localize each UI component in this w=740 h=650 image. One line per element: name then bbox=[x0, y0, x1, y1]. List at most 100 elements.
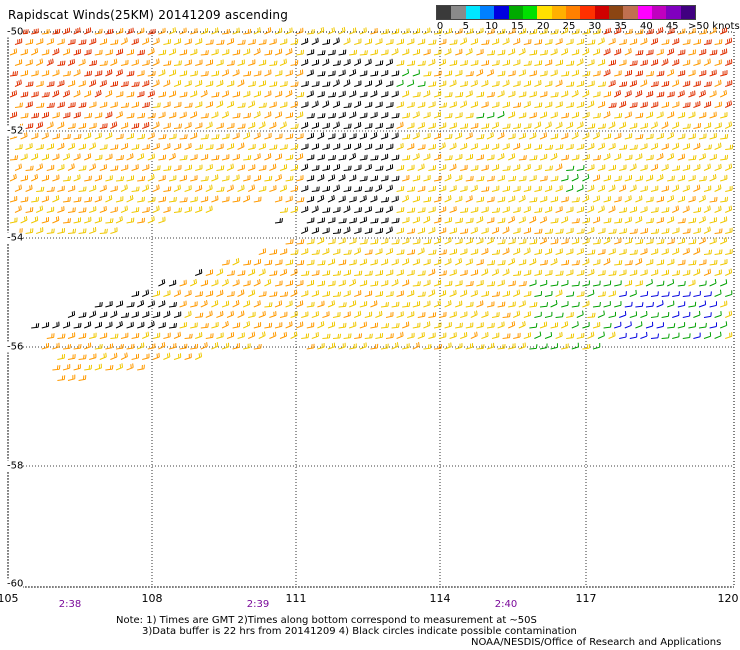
wind-barb bbox=[99, 123, 108, 129]
wind-barb bbox=[539, 175, 548, 182]
wind-barb bbox=[264, 90, 272, 98]
wind-barb bbox=[142, 37, 150, 45]
wind-barb bbox=[184, 185, 192, 192]
wind-barb bbox=[544, 331, 553, 339]
wind-barb bbox=[264, 322, 273, 329]
wind-barb bbox=[237, 332, 245, 339]
wind-barb bbox=[566, 38, 574, 45]
wind-barb bbox=[78, 333, 87, 339]
wind-barb bbox=[677, 28, 686, 35]
wind-barb bbox=[703, 144, 712, 150]
wind-barb bbox=[449, 206, 457, 213]
wind-barb bbox=[667, 323, 676, 329]
wind-barb bbox=[317, 321, 325, 329]
wind-barb bbox=[264, 132, 272, 140]
wind-barb bbox=[571, 342, 579, 350]
wind-barb bbox=[110, 333, 119, 339]
wind-barb bbox=[491, 249, 501, 255]
wind-barb bbox=[375, 122, 383, 129]
wind-barb bbox=[523, 227, 532, 234]
wind-barb bbox=[402, 48, 410, 56]
legend-swatch-3 bbox=[479, 6, 495, 19]
wind-barb bbox=[497, 344, 506, 350]
wind-barb bbox=[380, 70, 389, 77]
wind-barb bbox=[253, 175, 262, 182]
wind-barb bbox=[99, 228, 108, 234]
wind-barb bbox=[486, 196, 495, 203]
wind-barb bbox=[619, 228, 627, 234]
wind-barb bbox=[163, 143, 171, 150]
wind-barb bbox=[656, 91, 665, 98]
wind-barb bbox=[349, 217, 357, 224]
wind-barb bbox=[290, 331, 298, 339]
wind-barb bbox=[635, 50, 644, 56]
wind-barb bbox=[523, 100, 531, 108]
wind-barb bbox=[354, 100, 362, 108]
wind-barb bbox=[332, 311, 341, 318]
wind-barb bbox=[343, 59, 351, 66]
wind-barb bbox=[354, 333, 363, 339]
wind-barb bbox=[725, 163, 733, 171]
wind-barb bbox=[158, 216, 166, 224]
wind-barb bbox=[402, 237, 410, 245]
wind-barb bbox=[508, 280, 516, 287]
wind-barb bbox=[433, 153, 442, 161]
wind-barb bbox=[502, 59, 510, 66]
wind-barb bbox=[78, 228, 87, 234]
wind-barb bbox=[640, 143, 648, 150]
wind-barb bbox=[94, 174, 102, 182]
wind-barb bbox=[465, 343, 474, 350]
wind-barb bbox=[518, 132, 526, 140]
wind-barb bbox=[417, 101, 426, 108]
wind-barb bbox=[296, 133, 304, 140]
wind-barb bbox=[126, 217, 135, 224]
wind-barb bbox=[587, 268, 595, 276]
wind-barb bbox=[624, 174, 633, 182]
wind-barb bbox=[725, 332, 733, 339]
wind-barb bbox=[57, 80, 65, 87]
wind-barb bbox=[269, 144, 278, 150]
wind-barb bbox=[497, 111, 505, 119]
wind-barb bbox=[486, 175, 495, 182]
wind-barb bbox=[338, 132, 346, 140]
wind-barb bbox=[476, 280, 484, 287]
wind-barb bbox=[508, 343, 516, 350]
wind-barb bbox=[396, 143, 404, 150]
wind-barb bbox=[550, 280, 559, 287]
wind-barb bbox=[137, 91, 145, 98]
wind-barb bbox=[597, 59, 606, 66]
wind-barb bbox=[614, 260, 623, 266]
wind-barb bbox=[402, 28, 410, 35]
wind-barb bbox=[248, 289, 256, 297]
wind-barb bbox=[306, 343, 315, 350]
wind-barb bbox=[14, 102, 23, 108]
wind-barb bbox=[46, 228, 55, 234]
wind-barb bbox=[497, 90, 505, 98]
wind-barb bbox=[216, 39, 225, 45]
wind-barb bbox=[179, 134, 188, 140]
wind-barb bbox=[561, 154, 569, 161]
wind-barb bbox=[36, 186, 45, 192]
wind-barb bbox=[274, 217, 283, 224]
wind-barb bbox=[667, 48, 675, 56]
wind-barb bbox=[306, 301, 315, 308]
wind-barb bbox=[645, 259, 654, 266]
wind-barb bbox=[667, 238, 675, 245]
wind-barb bbox=[338, 237, 346, 245]
wind-barb bbox=[317, 174, 325, 182]
wind-barb bbox=[211, 70, 220, 77]
wind-barb bbox=[370, 111, 378, 119]
wind-barb bbox=[317, 71, 326, 77]
wind-barb bbox=[438, 80, 447, 87]
wind-barb bbox=[720, 279, 728, 287]
wind-barb bbox=[481, 79, 489, 87]
wind-barb bbox=[264, 153, 272, 161]
wind-barb bbox=[693, 184, 701, 192]
wind-barb bbox=[592, 48, 601, 56]
wind-barb bbox=[195, 164, 203, 171]
wind-barb bbox=[597, 123, 606, 129]
wind-barb bbox=[57, 121, 65, 129]
wind-barb bbox=[370, 175, 378, 182]
wind-barb bbox=[110, 165, 119, 171]
wind-barb bbox=[698, 112, 707, 119]
